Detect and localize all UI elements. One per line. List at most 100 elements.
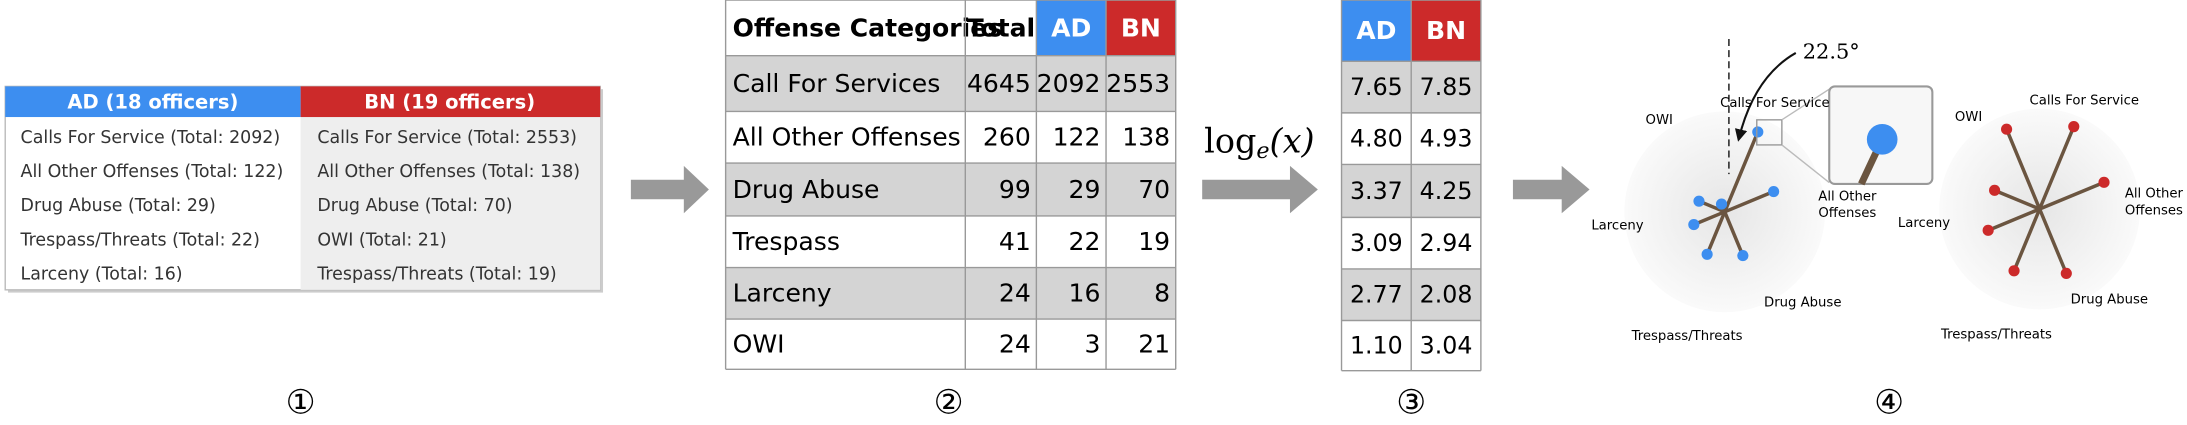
glyph-spoke xyxy=(2038,125,2076,210)
cell-text: 7.85 xyxy=(1420,73,1473,101)
header-cell xyxy=(1341,0,1412,62)
formula-sub: e xyxy=(1256,138,1269,164)
cell-text: All Other Offenses xyxy=(733,123,961,152)
cell-text: 2553 xyxy=(1106,69,1170,98)
cell-text: 21 xyxy=(1138,330,1170,359)
arrow xyxy=(630,165,709,214)
glyph-spoke xyxy=(1723,131,1760,213)
glyph-spoke xyxy=(2038,208,2068,275)
list-item: Calls For Service (Total: 2092) xyxy=(21,128,281,148)
formula-part: log xyxy=(1204,122,1256,161)
glyph-label: Drug Abuse xyxy=(1764,295,1841,310)
cell-text: 4645 xyxy=(967,69,1031,98)
cell-text: 8 xyxy=(1154,279,1170,308)
row-bg xyxy=(725,163,1176,216)
formula-part: (x) xyxy=(1270,122,1315,161)
cell-text: 4.80 xyxy=(1350,125,1403,153)
column-bg xyxy=(300,117,601,290)
glyph-dot xyxy=(1752,126,1764,138)
glyph-dot xyxy=(1701,248,1713,260)
cell-text: 2.08 xyxy=(1420,281,1473,309)
header-text: BN (19 officers) xyxy=(364,91,535,114)
cell-text: 99 xyxy=(999,175,1031,204)
step-number: ① xyxy=(286,383,316,422)
cell-text: 70 xyxy=(1138,175,1170,204)
glyph-dot xyxy=(1715,198,1728,210)
glyph-dot xyxy=(2068,121,2080,133)
cell-text: 24 xyxy=(999,330,1031,359)
step-number: ④ xyxy=(1874,383,1904,422)
glyph-spoke xyxy=(1693,210,1726,227)
cell-text: Drug Abuse xyxy=(733,175,880,204)
glyph-label: Trespass/Threats xyxy=(1631,329,1743,344)
cell-text: 2.77 xyxy=(1350,281,1403,309)
glyph-label: Offenses xyxy=(1818,206,1876,221)
angle-label: 22.5° xyxy=(1803,39,1860,63)
cell-text: 4.25 xyxy=(1420,177,1473,205)
glyph-dot xyxy=(2098,176,2110,188)
glyph-label: Trespass/Threats xyxy=(1940,327,2052,342)
glyph-spoke xyxy=(2012,208,2042,272)
glyph-spoke xyxy=(1723,211,1745,257)
glyph-spoke xyxy=(2004,128,2042,210)
list-item: All Other Offenses (Total: 122) xyxy=(21,162,284,182)
list-item: Calls For Service (Total: 2553) xyxy=(317,128,577,148)
cell-text: 19 xyxy=(1138,227,1170,256)
glyph-label: Larceny xyxy=(1591,219,1643,234)
cell-text: 1.10 xyxy=(1350,331,1403,359)
header-text: BN xyxy=(1121,13,1161,42)
header-text: AD xyxy=(1356,16,1396,45)
list-item: OWI (Total: 21) xyxy=(317,230,446,250)
cell-text: 3.09 xyxy=(1350,229,1403,257)
zoom-link xyxy=(1781,88,1830,121)
cell-text: OWI xyxy=(733,330,785,359)
list-item: Drug Abuse (Total: 29) xyxy=(21,196,216,216)
glyph-spoke xyxy=(2038,180,2105,211)
formula: loge(x) xyxy=(1204,122,1314,164)
cell-text: 29 xyxy=(1069,175,1101,204)
header-text: Total xyxy=(967,13,1036,42)
glyph-spoke xyxy=(1724,189,1775,214)
glyph-label: OWI xyxy=(1955,110,1982,125)
cell-text: 3.37 xyxy=(1350,177,1403,205)
glyph-dot xyxy=(1688,219,1700,231)
glyph-label: Calls For Service xyxy=(2029,93,2138,108)
glyph-dot xyxy=(1989,184,2001,196)
row-bg xyxy=(725,267,1176,320)
cell-text: 22 xyxy=(1069,227,1101,256)
cell-text: 4.93 xyxy=(1420,125,1473,153)
glyph-label: Larceny xyxy=(1898,216,1950,231)
header-ad xyxy=(5,86,301,118)
cell-text: 16 xyxy=(1069,279,1101,308)
list-item: Trespass/Threats (Total: 19) xyxy=(316,265,556,285)
glyph-label: Drug Abuse xyxy=(2071,293,2148,308)
glyph-spoke xyxy=(1993,188,2041,211)
cell-text: 41 xyxy=(999,227,1031,256)
cell-text: 3 xyxy=(1084,330,1100,359)
glyph-label: OWI xyxy=(1646,113,1673,128)
zoom-link xyxy=(1781,144,1830,184)
glyph-dot xyxy=(2060,267,2072,279)
arrow xyxy=(1512,165,1590,214)
glyph-dot xyxy=(1693,195,1705,207)
header-text: Offense Categories xyxy=(733,13,1003,42)
glyph-label: All Other xyxy=(2125,187,2184,202)
step-number: ② xyxy=(934,383,964,422)
row-bg xyxy=(725,55,1176,112)
cell-text: 2092 xyxy=(1037,69,1101,98)
cell-text: 3.04 xyxy=(1420,331,1473,359)
glyph-dot xyxy=(2001,123,2013,135)
header-cell xyxy=(1036,0,1107,56)
list-item: Larceny (Total: 16) xyxy=(21,265,183,285)
cell-text: 24 xyxy=(999,279,1031,308)
header-cell xyxy=(1411,0,1481,62)
cell-text: Larceny xyxy=(733,279,832,308)
cell-text: 138 xyxy=(1122,123,1170,152)
list-item: All Other Offenses (Total: 138) xyxy=(317,162,580,182)
glyph-dot xyxy=(1768,185,1780,198)
header-text: AD xyxy=(1051,13,1091,42)
glyph-dot xyxy=(2008,265,2020,277)
list-item: Drug Abuse (Total: 70) xyxy=(317,196,512,216)
cell-text: 7.65 xyxy=(1350,73,1403,101)
